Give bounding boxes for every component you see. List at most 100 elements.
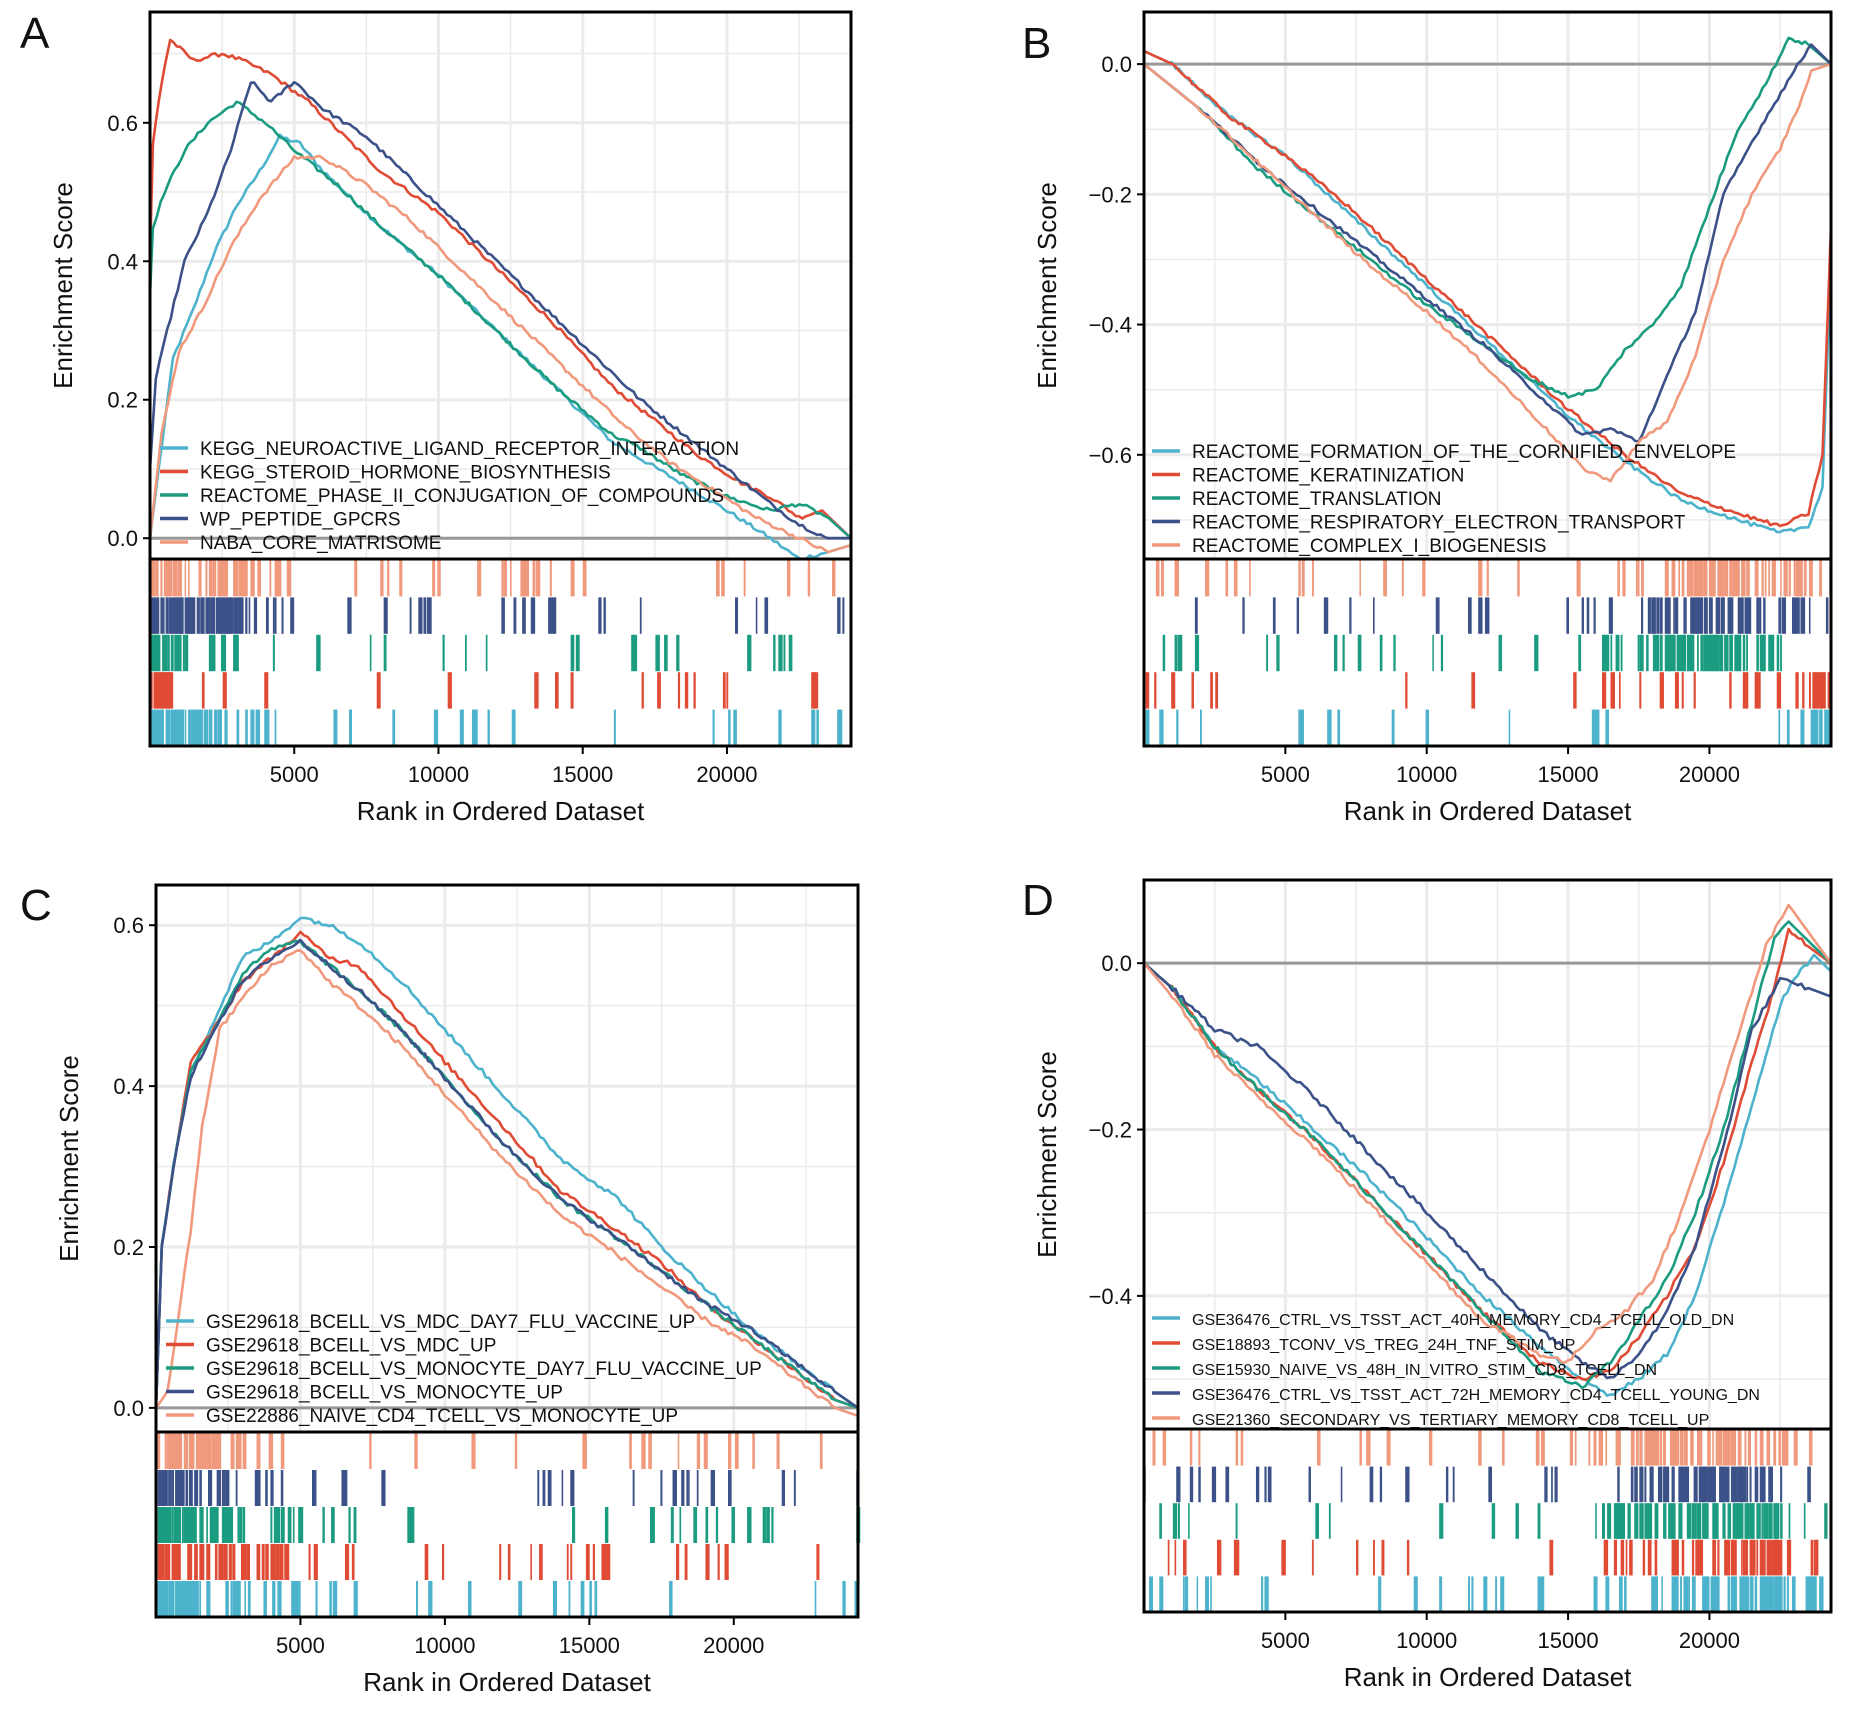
rug-tick [201, 672, 205, 709]
rug-tick [437, 560, 441, 597]
rug-tick [179, 597, 183, 634]
rug-tick [1171, 672, 1176, 709]
rug-tick [1534, 634, 1539, 672]
rug-tick [428, 597, 432, 634]
rug-tick [1688, 1503, 1692, 1539]
rug-tick [1793, 560, 1796, 597]
rug-tick [176, 1507, 182, 1543]
rug-tick [1174, 634, 1178, 672]
y-tick-label: −0.4 [1089, 313, 1132, 338]
rug-tick [1793, 597, 1796, 634]
rug-tick [1406, 1539, 1410, 1576]
rug-tick [572, 1507, 576, 1543]
rug-tick [1775, 1539, 1779, 1576]
rug-tick [1641, 1503, 1644, 1539]
rug-tick [1659, 634, 1663, 672]
rug-tick [230, 1507, 233, 1543]
rug-tick [1722, 1430, 1727, 1466]
rug-tick [1681, 1539, 1685, 1576]
rug-tick [1654, 1503, 1659, 1539]
legend-label-3: GSE29618_BCELL_VS_MONOCYTE_DAY7_FLU_VACC… [206, 1359, 762, 1380]
rug-tick [1630, 1539, 1633, 1576]
rug-tick [1730, 634, 1733, 672]
rug-tick [158, 672, 162, 709]
rug-tick [1235, 1430, 1239, 1466]
rug-tick [522, 597, 526, 634]
rug-tick [542, 1470, 546, 1506]
panel-c: C GSE29618_BCELL_VS_MDC_DAY7_FLU_VACCINE_… [20, 881, 861, 1697]
rug-tick [1780, 1503, 1783, 1539]
rug-tick [1300, 709, 1304, 746]
rug-tick [1715, 1430, 1719, 1466]
rug-tick [433, 709, 439, 746]
y-tick-label: −0.2 [1089, 1118, 1132, 1143]
rug-tick [1508, 709, 1511, 746]
rug-tick [1761, 1539, 1766, 1576]
rug-tick [766, 1507, 770, 1543]
rug-tick [344, 1544, 350, 1580]
rug-tick [253, 597, 258, 634]
rug-tick [534, 672, 539, 709]
rug-tick [1764, 1503, 1767, 1539]
rug-tick [392, 709, 396, 746]
rug-tick [717, 1544, 720, 1580]
rug-tick [1255, 1466, 1260, 1503]
rug-tick [278, 560, 282, 597]
rug-tick [162, 634, 165, 672]
rug-tick [1664, 560, 1669, 597]
rug-tick [1198, 1430, 1201, 1466]
rug-tick [693, 672, 696, 709]
rug-tick [166, 1507, 170, 1543]
rug-tick [1683, 1430, 1688, 1466]
rug-tick [1749, 597, 1752, 634]
rug-tick [1639, 1466, 1642, 1503]
rug-tick [1737, 634, 1742, 672]
rug-tick [1483, 1576, 1488, 1612]
rug-tick [1425, 709, 1430, 746]
rug-tick [176, 1544, 181, 1580]
rug-tick [728, 1470, 732, 1506]
rug-tick [281, 597, 284, 634]
rug-tick [1793, 1430, 1798, 1466]
rug-tick [191, 597, 194, 634]
rug-tick [776, 1433, 780, 1469]
rug-tick [1729, 560, 1733, 597]
rug-tick [156, 560, 159, 597]
rug-tick [272, 1581, 275, 1617]
rug-tick [298, 1581, 301, 1617]
rug-tick [1668, 1503, 1672, 1539]
rug-tick [1369, 1466, 1374, 1503]
rug-tick [1732, 1539, 1737, 1576]
rug-tick [594, 1581, 598, 1617]
series-lines [154, 916, 859, 1418]
rug-tick [1656, 634, 1660, 672]
rug-tick [206, 1433, 209, 1469]
rug-tick [160, 709, 164, 746]
rug-tick [1610, 672, 1613, 709]
rug-tick [187, 1507, 190, 1543]
rug-tick [1634, 1503, 1639, 1539]
rug-tick [816, 1544, 820, 1580]
rug-tick [1644, 1466, 1647, 1503]
rug-tick [428, 1581, 433, 1617]
rug-tick [1607, 1503, 1612, 1539]
rug-tick [568, 1581, 571, 1617]
rug-tick [1736, 560, 1740, 597]
rug-tick [1681, 1466, 1686, 1503]
rug-frame [154, 1430, 860, 1619]
rug-tick [188, 709, 192, 746]
rug-tick [842, 1581, 846, 1617]
rug-tick [155, 560, 159, 597]
rug-tick [1637, 634, 1640, 672]
rug-tick [1678, 560, 1681, 597]
rug-tick [1817, 672, 1820, 709]
rug-tick [1340, 1466, 1343, 1503]
rug-tick [1540, 1576, 1545, 1612]
rug-tick [1647, 1503, 1653, 1539]
rug-tick [220, 634, 225, 672]
rug-tick [1196, 1576, 1199, 1612]
rug-tick [418, 597, 423, 634]
rug-tick [1317, 1430, 1321, 1466]
rug-tick [1537, 1576, 1542, 1612]
rug-tick [1342, 634, 1345, 672]
